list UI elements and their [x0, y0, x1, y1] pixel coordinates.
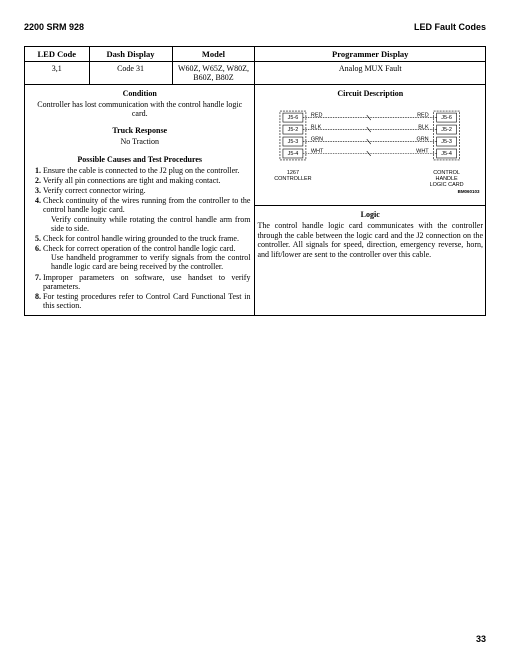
svg-text:J5-6: J5-6: [442, 115, 453, 121]
proc-item: For testing procedures refer to Control …: [43, 292, 250, 310]
page-number: 33: [476, 634, 486, 644]
svg-text:J5-4: J5-4: [288, 151, 299, 157]
svg-text:BLK: BLK: [419, 125, 430, 131]
th-dash-display: Dash Display: [89, 47, 172, 62]
logic-title: Logic: [255, 208, 485, 219]
th-led-code: LED Code: [25, 47, 90, 62]
condition-cell: Condition Controller has lost communicat…: [25, 85, 255, 316]
cell-dash-display: Code 31: [89, 62, 172, 85]
header-right: LED Fault Codes: [414, 22, 486, 32]
proc-item: Verify all pin connections are tight and…: [43, 176, 250, 185]
condition-text: Controller has lost communication with t…: [29, 100, 250, 118]
svg-text:CONTROLLER: CONTROLLER: [275, 176, 312, 182]
proc-sub: Use handheld programmer to verify signal…: [43, 253, 250, 271]
th-programmer-display: Programmer Display: [255, 47, 486, 62]
cell-led-code: 3,1: [25, 62, 90, 85]
svg-text:RED: RED: [311, 113, 323, 119]
logic-text: The control handle logic card communicat…: [257, 221, 483, 259]
truck-response-title: Truck Response: [29, 126, 250, 135]
proc-item: Check continuity of the wires running fr…: [43, 196, 250, 233]
proc-item: Check for correct operation of the contr…: [43, 244, 250, 272]
th-model: Model: [172, 47, 255, 62]
procedure-list: Ensure the cable is connected to the J2 …: [29, 166, 250, 311]
svg-text:RED: RED: [418, 113, 430, 119]
svg-text:GRN: GRN: [417, 137, 429, 143]
proc-item: Ensure the cable is connected to the J2 …: [43, 166, 250, 175]
svg-text:WHT: WHT: [311, 149, 324, 155]
proc-sub: Verify continuity while rotating the con…: [43, 215, 250, 233]
proc-item: Check for control handle wiring grounded…: [43, 234, 250, 243]
header-left: 2200 SRM 928: [24, 22, 84, 32]
svg-text:J5-2: J5-2: [288, 127, 299, 133]
circuit-title: Circuit Description: [255, 87, 485, 98]
svg-text:J5-2: J5-2: [442, 127, 453, 133]
svg-text:BM060103: BM060103: [458, 189, 480, 194]
cell-model: W60Z, W65Z, W80Z, B60Z, B80Z: [172, 62, 255, 85]
svg-text:LOGIC CARD: LOGIC CARD: [430, 182, 464, 188]
svg-text:J5-6: J5-6: [288, 115, 299, 121]
proc-item: Verify correct connector wiring.: [43, 186, 250, 195]
proc-item: Improper parameters on software, use han…: [43, 273, 250, 291]
svg-text:BLK: BLK: [311, 125, 322, 131]
svg-text:GRN: GRN: [311, 137, 323, 143]
svg-text:J5-3: J5-3: [288, 139, 299, 145]
svg-text:WHT: WHT: [417, 149, 430, 155]
causes-title: Possible Causes and Test Procedures: [29, 155, 250, 164]
fault-table: LED Code Dash Display Model Programmer D…: [24, 46, 486, 316]
svg-text:J5-3: J5-3: [442, 139, 453, 145]
cell-programmer-display: Analog MUX Fault: [255, 62, 486, 85]
circuit-diagram: J5-6 J5-6 RED RED J5-2 J5-2 BLK BLK J5-3 J5-3 GRN G…: [255, 100, 485, 205]
truck-response-text: No Traction: [29, 137, 250, 146]
circuit-cell: Circuit Description J5-6J5-6REDREDJ5-2J5…: [255, 85, 486, 316]
condition-title: Condition: [29, 89, 250, 98]
svg-text:J5-4: J5-4: [442, 151, 453, 157]
